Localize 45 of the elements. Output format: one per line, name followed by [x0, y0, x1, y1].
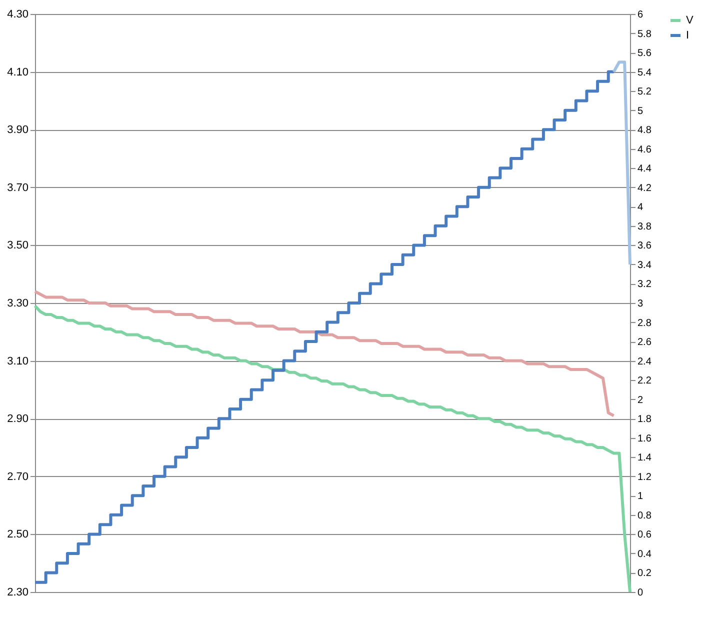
y2-tick-label: 0.8 — [638, 510, 652, 522]
y2-tick-label: 2 — [638, 394, 644, 406]
y2-tick-label: 5.2 — [638, 86, 652, 98]
y-tick-label: 2.90 — [7, 413, 28, 426]
y2-tick-label: 5.4 — [638, 67, 652, 78]
y-tick-label: 4.10 — [7, 66, 28, 78]
y2-tick-label: 5 — [638, 106, 644, 117]
y2-tick-label: 0 — [638, 588, 644, 598]
y2-tick-label: 6 — [638, 10, 644, 20]
y-tick-label: 2.30 — [7, 586, 28, 598]
y-tick-label: 2.50 — [7, 528, 28, 541]
y2-tick-label: 5.8 — [638, 28, 652, 40]
legend-label: V — [686, 14, 694, 26]
y2-tick-label: 2.2 — [638, 376, 652, 387]
y-tick-label: 3.50 — [7, 240, 28, 252]
y2-tick-label: 4.8 — [638, 125, 652, 136]
y2-tick-label: 1 — [638, 491, 644, 502]
y2-tick-label: 1.6 — [638, 433, 652, 444]
y2-tick-label: 2.6 — [638, 337, 652, 348]
y-tick-label: 3.90 — [7, 124, 28, 136]
y2-tick-label: 4 — [638, 202, 644, 214]
y2-tick-label: 3 — [638, 298, 644, 310]
y-tick-label: 2.70 — [7, 470, 28, 483]
line-series — [34, 290, 616, 418]
y2-tick-label: 4.2 — [638, 182, 652, 194]
y-tick-label: 3.10 — [7, 355, 28, 368]
y2-tick-label: 2.8 — [638, 318, 652, 329]
y2-tick-label: 0.2 — [638, 568, 652, 580]
y2-tick-label: 0.6 — [638, 530, 652, 541]
y2-tick-label: 3.2 — [638, 279, 652, 290]
legend-label: I — [686, 30, 690, 42]
y2-tick-label: 1.8 — [638, 414, 652, 426]
y2-tick-label: 1.4 — [638, 452, 652, 464]
y2-tick-label: 4.6 — [638, 144, 652, 156]
y-tick-label: 3.70 — [7, 182, 28, 194]
y2-tick-label: 3.4 — [638, 260, 652, 271]
y2-tick-label: 4.4 — [638, 164, 652, 175]
y2-tick-label: 3.6 — [638, 240, 652, 252]
y2-tick-label: 1.2 — [638, 472, 652, 483]
y-tick-label: 3.30 — [7, 298, 28, 310]
y2-tick-label: 3.8 — [638, 221, 652, 232]
y-tick-label: 4.30 — [7, 8, 28, 20]
y2-tick-label: 0.4 — [638, 548, 652, 560]
y2-tick-label: 5.6 — [638, 48, 652, 60]
y2-tick-label: 2.4 — [638, 356, 652, 368]
